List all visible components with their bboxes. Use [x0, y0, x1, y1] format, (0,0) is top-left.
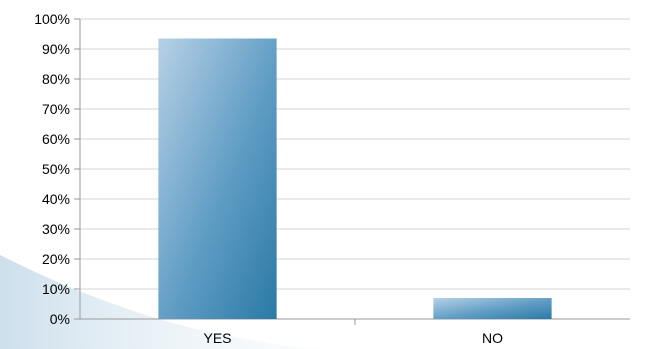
y-tick-label: 50% [42, 161, 70, 177]
labels: 0% 10% 20% 30% 40% 50% 60% 70% 80% 90% 100% YES NO [34, 11, 503, 346]
x-category-label: YES [203, 330, 231, 346]
y-tick-label: 30% [42, 221, 70, 237]
y-tick-label: 80% [42, 71, 70, 87]
y-tick-label: 60% [42, 131, 70, 147]
y-tick-label: 90% [42, 41, 70, 57]
y-tick-label: 10% [42, 281, 70, 297]
y-tick-label: 20% [42, 251, 70, 267]
y-tick-label: 100% [34, 11, 70, 27]
background-wave [0, 255, 330, 349]
axes [74, 18, 630, 325]
bar-yes [158, 38, 277, 319]
bars [158, 38, 552, 319]
x-category-label: NO [482, 330, 503, 346]
bar-no [433, 298, 552, 319]
y-tick-label: 40% [42, 191, 70, 207]
y-tick-label: 0% [50, 311, 70, 327]
y-tick-label: 70% [42, 101, 70, 117]
